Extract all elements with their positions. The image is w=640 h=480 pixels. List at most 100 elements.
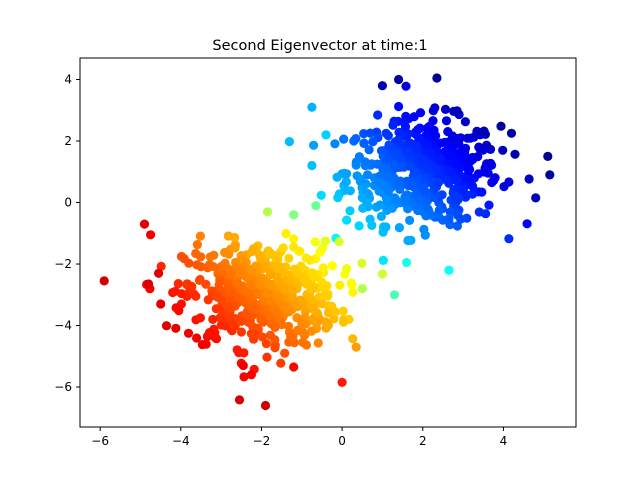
data-point: [156, 261, 166, 271]
y-tick-label: −4: [54, 319, 72, 333]
data-point: [300, 330, 310, 340]
data-point: [243, 273, 253, 283]
data-point: [284, 137, 294, 147]
data-point: [391, 195, 401, 205]
data-point: [437, 190, 447, 200]
data-point: [351, 157, 361, 167]
data-point: [192, 333, 202, 343]
data-point: [311, 201, 321, 211]
data-point: [161, 321, 172, 331]
data-point: [323, 320, 333, 330]
data-point: [309, 272, 319, 283]
data-point: [403, 235, 413, 246]
data-point: [265, 311, 275, 321]
data-point: [306, 284, 316, 294]
data-point: [307, 160, 317, 171]
data-point: [195, 231, 205, 241]
data-point: [310, 237, 320, 247]
data-point: [357, 284, 367, 294]
data-point: [394, 135, 404, 145]
y-tick-label: −6: [54, 380, 72, 394]
data-point: [403, 204, 413, 214]
data-point: [485, 144, 496, 154]
data-point: [236, 267, 246, 278]
data-point: [401, 81, 411, 91]
data-point: [201, 279, 211, 289]
data-point: [377, 81, 387, 91]
data-point: [522, 219, 532, 229]
data-point: [330, 307, 340, 317]
data-point: [506, 128, 517, 138]
data-point: [313, 338, 323, 348]
data-point: [373, 110, 383, 120]
data-point: [318, 263, 328, 273]
data-point: [289, 234, 299, 244]
data-point: [300, 274, 310, 285]
data-point: [192, 240, 202, 250]
data-point: [236, 316, 246, 326]
data-point: [321, 130, 331, 140]
data-point: [423, 204, 433, 214]
data-point: [498, 145, 508, 155]
data-point: [424, 164, 434, 174]
data-point: [270, 335, 280, 345]
data-point: [384, 196, 394, 207]
data-point: [211, 304, 221, 314]
data-point: [274, 264, 284, 274]
data-point: [322, 281, 332, 291]
data-point: [270, 343, 280, 353]
data-point: [184, 258, 194, 268]
data-point: [327, 261, 337, 271]
data-point: [272, 307, 282, 317]
data-point: [418, 184, 429, 194]
data-point: [309, 140, 319, 150]
data-point: [197, 340, 207, 350]
data-point: [429, 125, 439, 135]
data-point: [409, 112, 419, 122]
data-point: [408, 180, 418, 190]
data-point: [170, 286, 180, 296]
data-point: [262, 352, 272, 362]
data-point: [394, 127, 404, 137]
data-point: [422, 140, 433, 150]
data-point: [230, 243, 240, 253]
data-point: [176, 251, 187, 262]
data-point: [376, 211, 386, 221]
data-point: [413, 125, 423, 135]
data-point: [420, 230, 430, 240]
data-point: [389, 290, 400, 300]
data-point: [323, 308, 333, 318]
data-point: [484, 200, 494, 210]
data-point: [284, 253, 294, 263]
data-point: [348, 334, 358, 344]
data-point: [209, 262, 219, 272]
data-point: [304, 293, 315, 303]
data-point: [363, 170, 373, 180]
data-point: [378, 163, 388, 173]
data-point: [291, 298, 301, 308]
data-point: [401, 111, 411, 121]
data-point: [246, 280, 256, 290]
data-point: [320, 236, 330, 246]
data-point: [195, 313, 205, 323]
data-point: [394, 101, 404, 112]
data-point: [212, 292, 222, 302]
data-point: [261, 339, 271, 349]
data-point: [230, 232, 240, 243]
x-tick-label: −2: [253, 434, 271, 448]
data-point: [434, 205, 444, 216]
data-point: [261, 263, 271, 273]
data-point: [280, 348, 290, 358]
data-point: [289, 210, 299, 220]
data-point: [338, 306, 348, 316]
data-point: [265, 248, 275, 258]
data-point: [381, 128, 391, 138]
data-point: [247, 246, 257, 257]
x-tick-label: 4: [500, 434, 508, 448]
data-point: [354, 221, 364, 231]
data-point: [433, 178, 443, 188]
data-point: [478, 145, 488, 155]
data-point: [367, 159, 377, 169]
data-point: [351, 342, 361, 352]
